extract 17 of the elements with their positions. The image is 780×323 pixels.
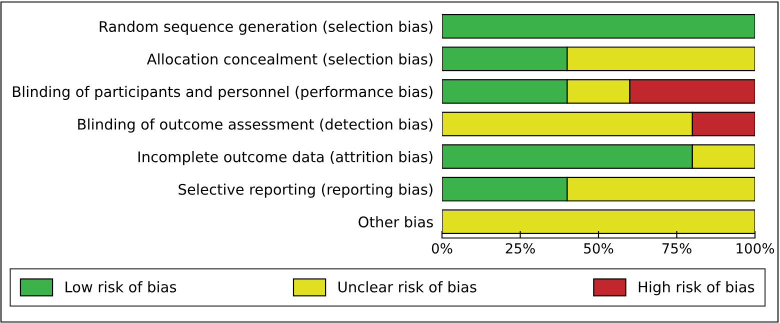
y-tick-label: Selective reporting (reporting bias): [178, 184, 432, 198]
legend-label: Low risk of bias: [66, 281, 176, 292]
x-tick-label: 75%: [662, 243, 692, 254]
x-tick-label: 25%: [506, 243, 535, 254]
legend-label: Unclear risk of bias: [338, 281, 476, 292]
y-tick-label: Other bias: [358, 216, 433, 228]
y-tick-label: Incomplete outcome data (attrition bias): [138, 151, 432, 166]
y-tick-label: Allocation concealment (selection bias): [146, 53, 432, 66]
legend-label: High risk of bias: [638, 281, 754, 296]
x-tick-label: 100%: [736, 243, 774, 254]
bar: [442, 14, 755, 39]
bar: [442, 209, 755, 234]
y-tick-label: Blinding of participants and personnel (performance bias): [12, 86, 432, 100]
y-tick-label: Blinding of outcome assessment (detection bias): [78, 118, 432, 133]
x-tick-label: 50%: [584, 243, 614, 254]
y-tick-label: Random sequence generation (selection bias): [100, 20, 432, 35]
x-tick-label: 0%: [432, 243, 452, 254]
